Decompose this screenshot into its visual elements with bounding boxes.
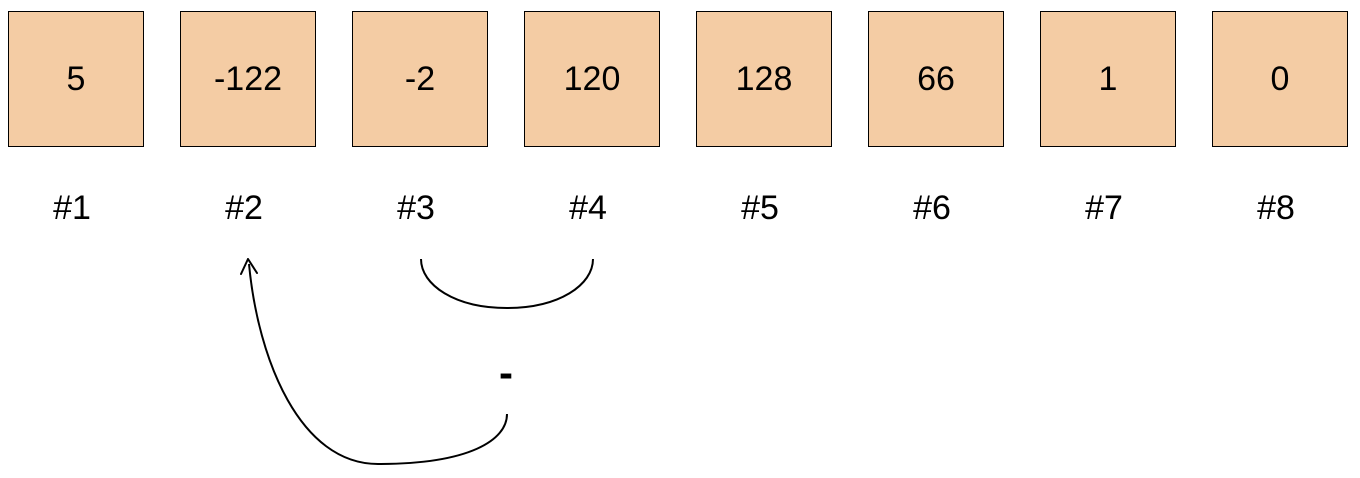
cell-2-label: #2 [225,189,263,227]
cell-7-label: #7 [1085,189,1123,227]
cell-3-label: #3 [397,189,435,227]
cell-6-box: 66 [868,11,1004,147]
cell-4-value: 120 [563,59,621,98]
result-arrow-line [248,263,508,466]
cell-1-label: #1 [53,189,91,227]
cell-6-value: 66 [917,59,955,98]
cell-1-value: 5 [66,59,86,98]
cell-3-value: -2 [404,59,436,98]
cell-5-value: 128 [735,59,793,98]
cell-4-label: #4 [569,189,607,227]
cell-7-value: 1 [1098,59,1118,98]
operand-bracket [420,258,594,310]
cell-2-box: -122 [180,11,316,147]
cell-2-value: -122 [213,59,283,98]
cell-6-label: #6 [913,189,951,227]
cell-5-label: #5 [741,189,779,227]
operation-symbol: - [499,349,513,396]
cell-8-box: 0 [1212,11,1348,147]
cell-7-box: 1 [1040,11,1176,147]
result-arrow-head-icon [240,258,258,275]
cell-4-box: 120 [524,11,660,147]
cell-3-box: -2 [352,11,488,147]
cell-8-label: #8 [1257,189,1295,227]
cell-5-box: 128 [696,11,832,147]
cell-8-value: 0 [1270,59,1290,98]
cell-1-box: 5 [8,11,144,147]
